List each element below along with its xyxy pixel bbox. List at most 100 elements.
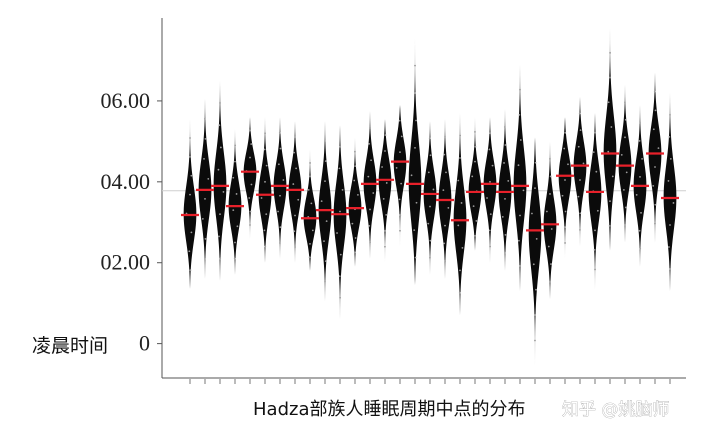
- violin-point: [357, 193, 359, 196]
- violin-point: [320, 200, 323, 203]
- violin-point: [429, 205, 431, 208]
- violin-point: [550, 228, 553, 230]
- violin-6: [258, 117, 272, 263]
- violin-point: [443, 242, 446, 245]
- violin-point: [294, 214, 296, 217]
- chart-caption: Hadza部族人睡眠周期中点的分布: [253, 399, 525, 420]
- violin-point: [593, 249, 596, 251]
- violin-point: [653, 90, 656, 93]
- violin-point: [264, 245, 267, 248]
- violin-point: [625, 171, 628, 174]
- violin-29: [603, 28, 617, 251]
- watermark: 知乎 @姚脑师: [562, 400, 669, 420]
- violin-point: [489, 132, 492, 135]
- violin-point: [669, 113, 671, 116]
- violin-point: [232, 176, 235, 179]
- violin-point: [567, 163, 569, 166]
- violin-point: [248, 197, 251, 199]
- violin-point: [657, 147, 660, 150]
- violin-point: [609, 51, 611, 54]
- violin-group: [183, 28, 677, 366]
- violin-point: [384, 134, 387, 136]
- violin-14: [378, 119, 392, 263]
- y-axis-label: 凌晨时间: [32, 335, 108, 357]
- violin-point: [336, 232, 338, 234]
- violin-point: [279, 226, 282, 229]
- violin-point: [443, 153, 446, 156]
- violin-point: [219, 257, 222, 260]
- violin-point: [201, 218, 204, 220]
- violin-point: [384, 229, 386, 232]
- violin-point: [447, 206, 450, 209]
- violin-point: [608, 224, 611, 227]
- violin-point: [638, 140, 641, 142]
- violin-point: [534, 339, 536, 342]
- violin-point: [204, 238, 207, 240]
- violin-point: [563, 147, 566, 150]
- violin-point: [190, 231, 193, 234]
- violin-point: [641, 158, 643, 160]
- violin-point: [550, 263, 552, 265]
- violin-point: [218, 124, 221, 127]
- violin-point: [398, 119, 401, 122]
- violin-point: [432, 188, 435, 191]
- violin-point: [218, 235, 220, 238]
- violin-24: [528, 137, 542, 366]
- violin-point: [459, 134, 462, 137]
- violin-point: [474, 234, 476, 237]
- violin-point: [652, 184, 655, 187]
- y-tick-label: 02.00: [101, 250, 151, 275]
- y-tick-label: 0: [139, 331, 150, 356]
- violin-point: [427, 222, 430, 225]
- violin-point: [250, 143, 253, 145]
- violin-point: [547, 245, 550, 248]
- violin-point: [324, 140, 326, 143]
- violin-point: [668, 135, 671, 138]
- violin-point: [579, 229, 581, 231]
- violin-point: [582, 162, 585, 165]
- violin-point: [399, 214, 402, 216]
- violin-point: [263, 148, 266, 151]
- violin-point: [219, 213, 221, 216]
- violin-point: [203, 118, 206, 120]
- violin-point: [410, 174, 413, 177]
- violin-point: [384, 245, 386, 248]
- violin-point: [488, 229, 491, 232]
- violin-point: [564, 179, 566, 181]
- violin-point: [639, 247, 642, 250]
- violin-point: [639, 122, 641, 124]
- violin-point: [577, 195, 580, 198]
- violin-point: [522, 189, 525, 192]
- violin-point: [295, 167, 298, 170]
- violin-4: [228, 129, 242, 275]
- violin-point: [400, 182, 403, 185]
- violin-point: [620, 153, 623, 156]
- violin-point: [669, 224, 671, 226]
- violin-point: [429, 154, 432, 157]
- y-tick-label: 06.00: [101, 88, 151, 113]
- violin-point: [234, 144, 237, 147]
- violin-point: [624, 224, 626, 226]
- violin-point: [474, 131, 476, 133]
- violin-point: [204, 138, 207, 140]
- violin-27: [573, 96, 587, 247]
- violin-point: [264, 132, 266, 135]
- violin-point: [234, 160, 236, 163]
- violin-25: [543, 141, 557, 300]
- violin-point: [395, 166, 398, 169]
- violin-point: [325, 220, 328, 223]
- violin-point: [444, 135, 446, 138]
- violin-point: [457, 224, 460, 227]
- violin-point: [249, 210, 252, 213]
- violin-point: [561, 194, 564, 197]
- violin-point: [594, 131, 596, 134]
- violin-point: [188, 250, 191, 253]
- violin-point: [309, 162, 311, 164]
- violin-point: [399, 151, 401, 154]
- violin-point: [488, 148, 491, 151]
- violin-point: [672, 202, 675, 204]
- violin-point: [564, 210, 567, 213]
- violin-23: [513, 64, 527, 292]
- violin-point: [428, 137, 431, 140]
- violin-11: [333, 125, 347, 320]
